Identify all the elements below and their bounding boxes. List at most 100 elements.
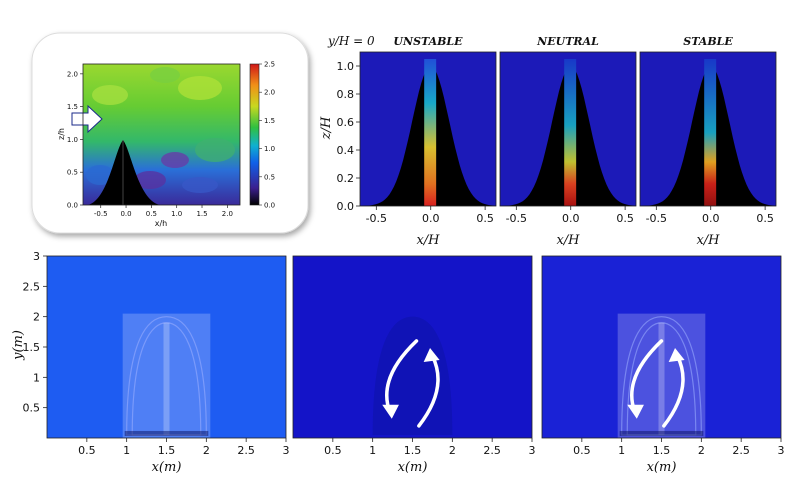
inset-x-tick-label: 1.0 [171, 210, 182, 218]
arrowhead-down [627, 404, 644, 419]
inset-y-label: z/h [57, 128, 66, 140]
colorbar-tick-label: 1.0 [264, 145, 275, 153]
hill-outline-inner [626, 322, 697, 436]
inset-x-tick-label: 2.0 [222, 210, 233, 218]
inset-x-tick-label: 0.5 [146, 210, 157, 218]
plane-panels: 0.5 1 1.5 2 2.5 3 x(m) 0.5 1 1.5 2 2.5 3 0.5 1 1.5 2 2.5 3… [11, 250, 785, 475]
inset-x-label: x/h [155, 219, 168, 228]
inset-colorbar-ticks: 0.0 0.5 1.0 1.5 2.0 2.5 [259, 61, 275, 210]
colorbar-tick-label: 0.0 [264, 202, 275, 210]
plane-x-label: x(m) [152, 460, 182, 475]
hill-outline [126, 316, 207, 436]
profile-panel-stable: STABLE -0.5 0.0 0.5 x/H [639, 35, 777, 248]
plane-panel-1: 0.5 1 1.5 2 2.5 3 x(m) 0.5 1 1.5 2 2.5 3 [23, 250, 290, 475]
inset-x-tick-label: 1.5 [196, 210, 207, 218]
plane-x-tick-label: 0.5 [78, 444, 96, 457]
hill-footprint-box [122, 313, 211, 438]
arrowhead-up [668, 348, 685, 363]
hill-footprint-box [617, 313, 706, 438]
plane-x-tick-label: 1.5 [404, 444, 422, 457]
plane-x-tick-label: 2 [698, 444, 705, 457]
profile-x-tick-label: 0.0 [562, 212, 580, 225]
plane-x-label: x(m) [398, 460, 428, 475]
inset-wind-arrow [71, 104, 103, 134]
profile-panels: y/H = 0 UNSTABLE -0.5 0.0 0.5 x/H 0.0 0.2 0.4 0.… [319, 34, 777, 248]
profile-y-tick-label: 0.8 [337, 88, 355, 101]
plane-x-tick-label: 2 [203, 444, 210, 457]
profile-header: y/H = 0 [327, 34, 375, 48]
plane-x-tick-label: 3 [778, 444, 785, 457]
profile-frame [359, 51, 497, 207]
profile-x-label: x/H [696, 233, 720, 248]
plane-x-tick-label: 2.5 [732, 444, 750, 457]
profile-x-tick-label: 0.5 [476, 212, 494, 225]
plane-x-tick-label: 1 [369, 444, 376, 457]
plane-x-tick-label: 3 [529, 444, 536, 457]
profile-title: UNSTABLE [393, 35, 463, 48]
inset-y-tick-label: 2.0 [67, 70, 78, 78]
plane-y-tick-label: 3 [33, 250, 40, 263]
inset-turbulence [86, 67, 235, 193]
hill-ridge [658, 322, 665, 435]
profile-plume [424, 59, 437, 206]
plane-background [47, 256, 286, 438]
plane-x-tick-label: 1 [123, 444, 130, 457]
profile-title: NEUTRAL [536, 35, 599, 48]
plane-x-tick-label: 2 [449, 444, 456, 457]
plane-x-tick-label: 1.5 [653, 444, 671, 457]
plane-x-tick-label: 3 [283, 444, 290, 457]
plane-x-tick-label: 0.5 [573, 444, 591, 457]
hill-outline-inner [131, 322, 202, 436]
hill-outline [621, 316, 702, 436]
plane-y-tick-label: 0.5 [23, 402, 41, 415]
hill-ridge [163, 322, 170, 435]
arrow-up-right [417, 354, 440, 428]
plane-y-tick-label: 2.5 [23, 280, 41, 293]
inset-x-tick-label: -0.5 [94, 210, 108, 218]
plane-x-tick-label: 1 [618, 444, 625, 457]
colorbar-tick-label: 1.5 [264, 117, 275, 125]
profile-x-tick-label: 0.5 [616, 212, 634, 225]
recirculation-arrows [627, 339, 685, 428]
colorbar-tick-label: 2.0 [264, 89, 275, 97]
inset-y-tick-label: 1.0 [67, 136, 78, 144]
profile-y-tick-label: 0.6 [337, 116, 355, 129]
hill-base [619, 430, 704, 436]
colorbar-tick-label: 2.5 [264, 61, 275, 69]
profile-x-tick-label: 0.5 [756, 212, 774, 225]
inset-hill [88, 140, 160, 205]
arrowhead-up [423, 348, 440, 363]
profile-y-tick-label: 0.2 [337, 172, 355, 185]
profile-x-tick-label: 0.0 [422, 212, 440, 225]
plane-y-tick-label: 1.5 [23, 341, 41, 354]
plane-x-tick-label: 0.5 [324, 444, 342, 457]
profile-frame [639, 51, 777, 207]
profile-y-tick-label: 1.0 [337, 60, 355, 73]
inset-x-tick-label: 0.0 [120, 210, 131, 218]
profile-y-label: z/H [319, 116, 334, 140]
profile-panel-neutral: NEUTRAL -0.5 0.0 0.5 x/H [499, 35, 637, 248]
profile-x-tick-label: -0.5 [646, 212, 667, 225]
profile-plume [564, 59, 577, 206]
plane-background [542, 256, 781, 438]
inset-y-ticks: 0.0 0.5 1.0 1.5 2.0 [67, 70, 83, 210]
arrowhead-down [382, 404, 399, 419]
profile-x-tick-label: -0.5 [366, 212, 387, 225]
inset-frame [82, 63, 241, 206]
profile-y-tick-label: 0.0 [337, 200, 355, 213]
profile-x-label: x/H [416, 233, 440, 248]
plane-y-label: y(m) [11, 330, 26, 361]
profile-title: STABLE [683, 35, 733, 48]
plane-x-label: x(m) [647, 460, 677, 475]
plane-x-tick-label: 2.5 [237, 444, 255, 457]
recirculation-arrows [382, 339, 440, 428]
hill-base [124, 430, 209, 436]
plane-x-tick-label: 2.5 [483, 444, 501, 457]
inset-y-tick-label: 0.0 [67, 202, 78, 210]
profile-plume [704, 59, 717, 206]
plane-y-tick-label: 2 [33, 311, 40, 324]
plane-panel-2: 0.5 1 1.5 2 2.5 3 x(m) [292, 255, 536, 475]
arrow-up-right [662, 354, 685, 428]
profile-y-tick-label: 0.4 [337, 144, 355, 157]
